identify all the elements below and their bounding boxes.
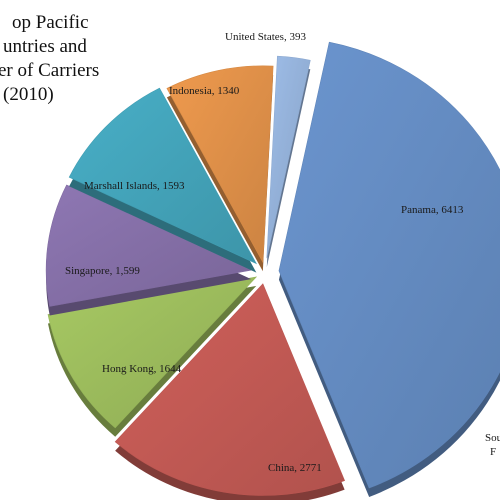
pie-slice-china xyxy=(114,283,346,500)
pie-slice-top-indonesia xyxy=(166,65,274,264)
slice-label-united-states: United States, 393 xyxy=(225,31,306,43)
pie-slice-united-states xyxy=(266,55,311,268)
pie-slice-panama xyxy=(278,41,500,498)
pie-slice-top-china xyxy=(114,283,346,496)
chart-source: Sou F xyxy=(485,432,500,458)
chart-title-line-1: op Pacific xyxy=(12,12,89,33)
pie-slice-hong-kong xyxy=(47,276,258,437)
chart-title: op Pacific untries and er of Carriers (2… xyxy=(0,12,99,105)
pie-slice-top-hong-kong xyxy=(47,276,258,429)
pie-slice-top-united-states xyxy=(266,55,311,259)
pie-slice-singapore xyxy=(45,184,253,316)
slice-label-singapore: Singapore, 1,599 xyxy=(65,265,140,277)
slice-label-indonesia: Indonesia, 1340 xyxy=(169,85,240,97)
slice-label-hong-kong: Hong Kong, 1644 xyxy=(102,363,182,375)
slice-label-china: China, 2771 xyxy=(268,462,322,474)
chart-title-line-2: untries and xyxy=(3,36,87,57)
slice-label-marshall-islands: Marshall Islands, 1593 xyxy=(84,180,185,192)
source-line-2: F xyxy=(490,446,496,458)
slice-label-panama: Panama, 6413 xyxy=(401,204,464,216)
chart-title-line-3: er of Carriers xyxy=(0,60,99,81)
pie-slice-top-panama xyxy=(278,41,500,489)
slice-labels: United States, 393 Panama, 6413 China, 277… xyxy=(65,31,464,474)
source-line-1: Sou xyxy=(485,432,500,444)
pie-slice-top-singapore xyxy=(45,184,253,307)
pie-slice-marshall-islands xyxy=(68,87,258,273)
chart-title-line-4: (2010) xyxy=(3,84,54,105)
pie-slice-top-marshall-islands xyxy=(68,87,258,265)
pie-slice-indonesia xyxy=(166,65,274,272)
pie-slices xyxy=(45,41,500,500)
